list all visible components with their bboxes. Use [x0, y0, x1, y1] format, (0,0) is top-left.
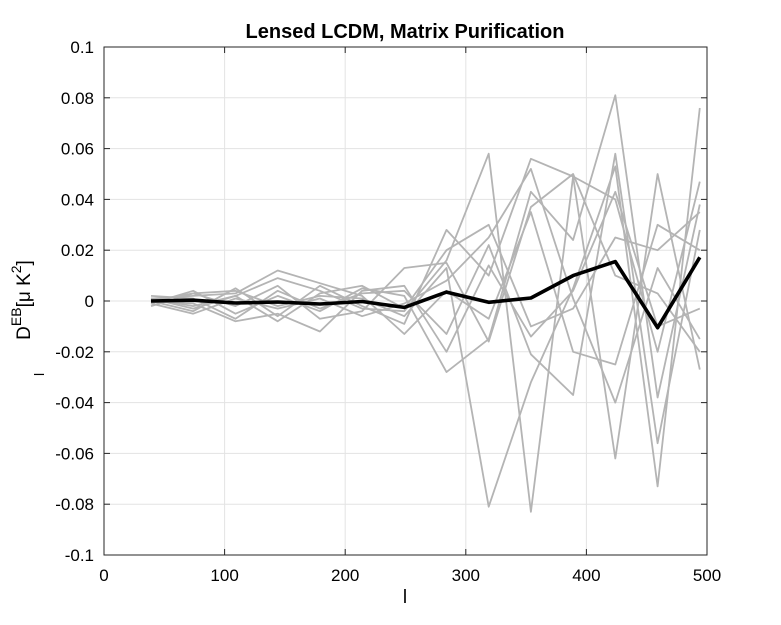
y-axis-label-text: DEB[μ K2]	[8, 260, 35, 340]
mean-line	[150, 256, 702, 330]
x-axis-label: l	[403, 587, 407, 608]
y-tick-label: 0	[85, 292, 94, 311]
x-tick-label: 400	[572, 566, 600, 585]
realization-lines	[150, 94, 701, 513]
y-tick-label: 0.1	[70, 38, 94, 57]
axis-ticks	[103, 46, 708, 556]
realization-line	[150, 211, 701, 328]
x-tick-label: 500	[693, 566, 721, 585]
realization-line	[150, 190, 701, 353]
y-tick-labels: -0.1 -0.08 -0.06 -0.04 -0.02 0 0.02 0.04 0.06 0.0…	[55, 38, 94, 565]
y-label-superscript: EB	[8, 307, 24, 326]
y-label-main: D	[14, 326, 35, 340]
y-label-power: 2	[8, 265, 24, 273]
y-tick-label: -0.02	[55, 343, 94, 362]
realization-line	[150, 211, 701, 366]
y-label-open-bracket: [	[14, 301, 35, 307]
x-tick-label: 300	[452, 566, 480, 585]
y-label-kelvin: K	[14, 273, 35, 286]
y-label-mu: μ	[14, 291, 35, 302]
realization-line	[150, 157, 701, 460]
y-tick-label: -0.1	[65, 546, 94, 565]
x-tick-label: 200	[331, 566, 359, 585]
y-tick-label: 0.04	[61, 190, 94, 209]
realization-line	[150, 94, 701, 399]
chart-title: Lensed LCDM, Matrix Purification	[246, 21, 565, 43]
y-axis-label: DEB[μ K2] l	[8, 260, 47, 376]
y-tick-label: -0.08	[55, 495, 94, 514]
x-tick-label: 0	[99, 566, 108, 585]
y-tick-label: -0.04	[55, 394, 94, 413]
y-tick-label: 0.02	[61, 241, 94, 260]
y-tick-label: 0.08	[61, 89, 94, 108]
y-tick-label: -0.06	[55, 444, 94, 463]
x-tick-label: 100	[210, 566, 238, 585]
y-label-subscript: l	[31, 373, 47, 376]
x-tick-labels: 0 100 200 300 400 500	[99, 566, 721, 585]
y-label-close-bracket: ]	[14, 260, 35, 265]
mean-line-group	[150, 256, 702, 330]
y-tick-label: 0.06	[61, 140, 94, 159]
